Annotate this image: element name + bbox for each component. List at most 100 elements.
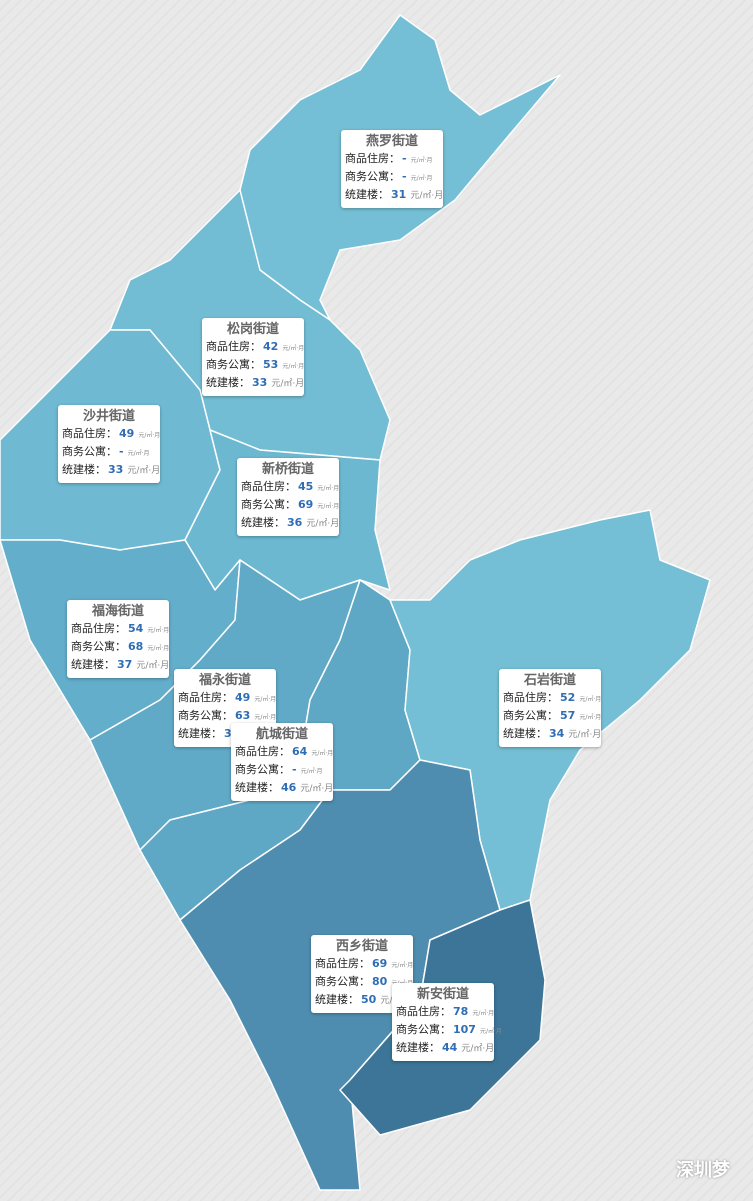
row-label: 统建楼： <box>235 781 279 794</box>
row-label: 统建楼： <box>345 188 389 201</box>
price-value: 31 <box>391 188 407 201</box>
row-label: 商务公寓： <box>178 709 233 722</box>
row-label: 统建楼： <box>315 993 359 1006</box>
price-unit: 元/㎡·月 <box>461 1044 495 1054</box>
price-row: 统建楼： 37 元/㎡·月 <box>71 657 169 674</box>
price-row: 商品住房： 45 元/㎡·月 <box>241 479 339 497</box>
watermark: 深圳梦 <box>676 1160 730 1181</box>
price-value: - <box>119 445 124 458</box>
price-row: 商务公寓： 69 元/㎡·月 <box>241 497 339 515</box>
district-label: 松岗街道 商品住房： 42 元/㎡·月 商务公寓： 53 元/㎡·月 统建楼： 33 元/㎡·月 <box>202 318 304 396</box>
price-row: 统建楼： 46 元/㎡·月 <box>235 780 333 797</box>
price-unit: 元/㎡·月 <box>271 379 305 389</box>
price-row: 统建楼： 34 元/㎡·月 <box>503 726 601 743</box>
row-label: 商务公寓： <box>62 445 117 458</box>
price-value: 69 <box>372 957 388 970</box>
price-unit: 元/㎡·月 <box>282 345 305 352</box>
row-label: 商品住房： <box>396 1005 451 1018</box>
district-name: 松岗街道 <box>226 322 279 337</box>
district-label: 石岩街道 商品住房： 52 元/㎡·月 商务公寓： 57 元/㎡·月 统建楼： 34 元/㎡·月 <box>499 669 601 747</box>
district-name: 西乡街道 <box>335 939 388 954</box>
price-unit: 元/㎡·月 <box>479 1028 502 1035</box>
row-label: 商务公寓： <box>345 170 400 183</box>
row-label: 商品住房： <box>71 622 126 635</box>
district-name: 新桥街道 <box>261 462 314 477</box>
price-row: 商品住房： 49 元/㎡·月 <box>178 690 276 708</box>
row-label: 统建楼： <box>71 658 115 671</box>
price-row: 商品住房： 69 元/㎡·月 <box>315 956 413 974</box>
price-row: 商务公寓： - 元/㎡·月 <box>345 169 439 187</box>
price-row: 商务公寓： - 元/㎡·月 <box>62 444 156 462</box>
price-value: 33 <box>108 463 124 476</box>
row-label: 商务公寓： <box>503 709 558 722</box>
row-label: 统建楼： <box>503 727 547 740</box>
row-label: 商务公寓： <box>396 1023 451 1036</box>
price-value: - <box>292 763 297 776</box>
price-row: 统建楼： 44 元/㎡·月 <box>396 1040 494 1057</box>
price-value: 36 <box>287 516 303 529</box>
district-label: 新安街道 商品住房： 78 元/㎡·月 商务公寓： 107 元/㎡·月 统建楼： 44 元/㎡·月 <box>392 983 502 1061</box>
price-unit: 元/㎡·月 <box>472 1010 495 1017</box>
price-value: 57 <box>560 709 576 722</box>
row-label: 商品住房： <box>345 152 400 165</box>
price-unit: 元/㎡·月 <box>300 768 323 775</box>
price-unit: 元/㎡·月 <box>138 432 161 439</box>
price-row: 商品住房： 78 元/㎡·月 <box>396 1004 494 1022</box>
price-value: 64 <box>292 745 308 758</box>
price-row: 商品住房： 64 元/㎡·月 <box>235 744 333 762</box>
row-label: 商务公寓： <box>206 358 261 371</box>
row-label: 商务公寓： <box>235 763 290 776</box>
price-value: 49 <box>235 691 251 704</box>
price-value: 42 <box>263 340 279 353</box>
row-label: 商品住房： <box>503 691 558 704</box>
price-unit: 元/㎡·月 <box>254 714 277 721</box>
price-unit: 元/㎡·月 <box>136 661 170 671</box>
price-value: 54 <box>128 622 144 635</box>
district-name: 福海街道 <box>91 604 144 619</box>
price-row: 商务公寓： 107 元/㎡·月 <box>396 1022 502 1040</box>
price-unit: 元/㎡·月 <box>306 519 340 529</box>
row-label: 商务公寓： <box>315 975 370 988</box>
price-value: 53 <box>263 358 279 371</box>
price-unit: 元/㎡·月 <box>410 191 444 201</box>
price-unit: 元/㎡·月 <box>127 450 150 457</box>
price-row: 商务公寓： 53 元/㎡·月 <box>206 357 304 375</box>
price-value: 50 <box>361 993 377 1006</box>
price-value: 45 <box>298 480 314 493</box>
price-row: 商务公寓： - 元/㎡·月 <box>235 762 329 780</box>
price-row: 商务公寓： 68 元/㎡·月 <box>71 639 169 657</box>
district-name: 沙井街道 <box>82 409 135 424</box>
price-value: 68 <box>128 640 144 653</box>
district-name: 航城街道 <box>255 727 308 742</box>
price-row: 商务公寓： 63 元/㎡·月 <box>178 708 276 726</box>
price-value: 46 <box>281 781 297 794</box>
row-label: 统建楼： <box>396 1041 440 1054</box>
row-label: 商品住房： <box>235 745 290 758</box>
price-unit: 元/㎡·月 <box>579 696 602 703</box>
row-label: 统建楼： <box>206 376 250 389</box>
price-unit: 元/㎡·月 <box>568 730 602 740</box>
row-label: 统建楼： <box>241 516 285 529</box>
district-label: 航城街道 商品住房： 64 元/㎡·月 商务公寓： - 元/㎡·月 统建楼： 46 元/㎡·月 <box>231 723 333 801</box>
row-label: 商品住房： <box>178 691 233 704</box>
row-label: 商品住房： <box>241 480 296 493</box>
row-label: 统建楼： <box>178 727 222 740</box>
price-value: 33 <box>252 376 268 389</box>
price-value: 44 <box>442 1041 458 1054</box>
price-row: 统建楼： 33 元/㎡·月 <box>206 375 304 392</box>
district-name: 新安街道 <box>416 987 469 1002</box>
price-value: 63 <box>235 709 251 722</box>
price-value: 107 <box>453 1023 476 1036</box>
price-unit: 元/㎡·月 <box>311 750 334 757</box>
price-row: 商品住房： 49 元/㎡·月 <box>62 426 160 444</box>
price-value: 52 <box>560 691 576 704</box>
price-unit: 元/㎡·月 <box>579 714 602 721</box>
price-unit: 元/㎡·月 <box>410 157 433 164</box>
row-label: 统建楼： <box>62 463 106 476</box>
price-unit: 元/㎡·月 <box>317 485 340 492</box>
district-name: 燕罗街道 <box>365 134 418 149</box>
price-row: 商品住房： 52 元/㎡·月 <box>503 690 601 708</box>
price-row: 商品住房： 42 元/㎡·月 <box>206 339 304 357</box>
